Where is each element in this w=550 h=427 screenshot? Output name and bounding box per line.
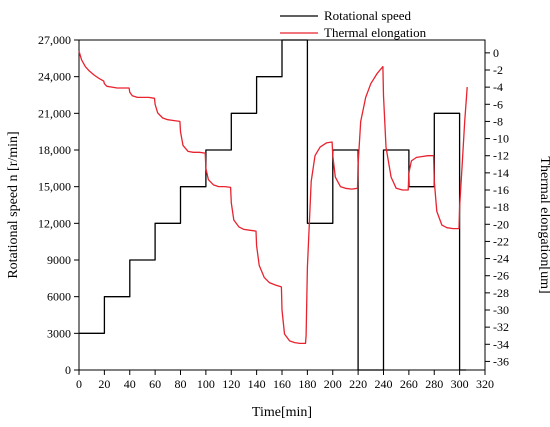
y2-tick-label: -14 [493, 166, 509, 180]
x-tick-label: 120 [222, 377, 240, 391]
y2-tick-label: -18 [493, 200, 509, 214]
legend-label-thermal-elongation: Thermal elongation [324, 25, 427, 40]
x-tick-label: 280 [425, 377, 443, 391]
x-tick-label: 200 [324, 377, 342, 391]
y2-tick-label: -32 [493, 320, 509, 334]
y2-tick-label: -36 [493, 354, 509, 368]
y-tick-label: 24,000 [38, 70, 71, 84]
legend: Rotational speed Thermal elongation [280, 8, 427, 40]
y2-tick-label: -20 [493, 217, 509, 231]
y-tick-label: 27,000 [38, 33, 71, 47]
y2-tick-label: -16 [493, 183, 509, 197]
y2-tick-label: -22 [493, 234, 509, 248]
x-tick-label: 300 [451, 377, 469, 391]
series-layer [78, 39, 468, 371]
x-tick-label: 160 [273, 377, 291, 391]
y2-tick-label: -6 [493, 97, 503, 111]
x-tick-label: 0 [76, 377, 82, 391]
y-tick-label: 0 [65, 363, 71, 377]
y-tick-label: 18,000 [38, 143, 71, 157]
x-tick-label: 140 [248, 377, 266, 391]
y-tick-label: 12,000 [38, 216, 71, 230]
y2-tick-label: -8 [493, 114, 503, 128]
y2-tick-label: -10 [493, 132, 509, 146]
y2-tick-label: 0 [493, 46, 499, 60]
y2-axis-title: Thermal elongation[um] [537, 156, 550, 293]
y-axis-title: Rotational speed n [r/min] [6, 131, 21, 278]
y-tick-label: 21,000 [38, 106, 71, 120]
y-axis-left: 0 3000 6000 9000 12,000 15,000 18,000 21,000 24,… [38, 33, 79, 377]
x-tick-label: 320 [476, 377, 494, 391]
y-tick-label: 15,000 [38, 180, 71, 194]
y-tick-label: 6000 [47, 290, 71, 304]
x-tick-label: 80 [175, 377, 187, 391]
x-axis: 0 20 40 60 80 100 120 140 160 180 200 220 240 260 280 3… [76, 370, 494, 391]
y2-tick-label: -24 [493, 252, 509, 266]
y2-tick-label: -26 [493, 269, 509, 283]
series-line-thermal-elongation [78, 50, 468, 345]
x-tick-label: 240 [375, 377, 393, 391]
x-tick-label: 60 [149, 377, 161, 391]
x-tick-label: 220 [349, 377, 367, 391]
y2-tick-label: -28 [493, 286, 509, 300]
y2-tick-label: -30 [493, 303, 509, 317]
y2-tick-label: -34 [493, 337, 509, 351]
x-tick-label: 40 [124, 377, 136, 391]
plot-frame [78, 39, 486, 371]
y2-tick-label: -4 [493, 80, 503, 94]
y-axis-right: 0 -2 -4 -6 -8 -10 -12 -14 -16 -18 -20 -22 -24 -26 -28 -… [485, 46, 509, 368]
legend-label-rotational-speed: Rotational speed [324, 8, 412, 23]
x-tick-label: 180 [298, 377, 316, 391]
y-tick-label: 9000 [47, 253, 71, 267]
y-tick-label: 3000 [47, 326, 71, 340]
x-tick-label: 260 [400, 377, 418, 391]
series-line-rotational-speed [79, 39, 466, 371]
x-tick-label: 20 [98, 377, 110, 391]
y2-tick-label: -12 [493, 149, 509, 163]
y2-tick-label: -2 [493, 63, 503, 77]
x-tick-label: 100 [197, 377, 215, 391]
x-axis-title: Time[min] [252, 405, 312, 420]
